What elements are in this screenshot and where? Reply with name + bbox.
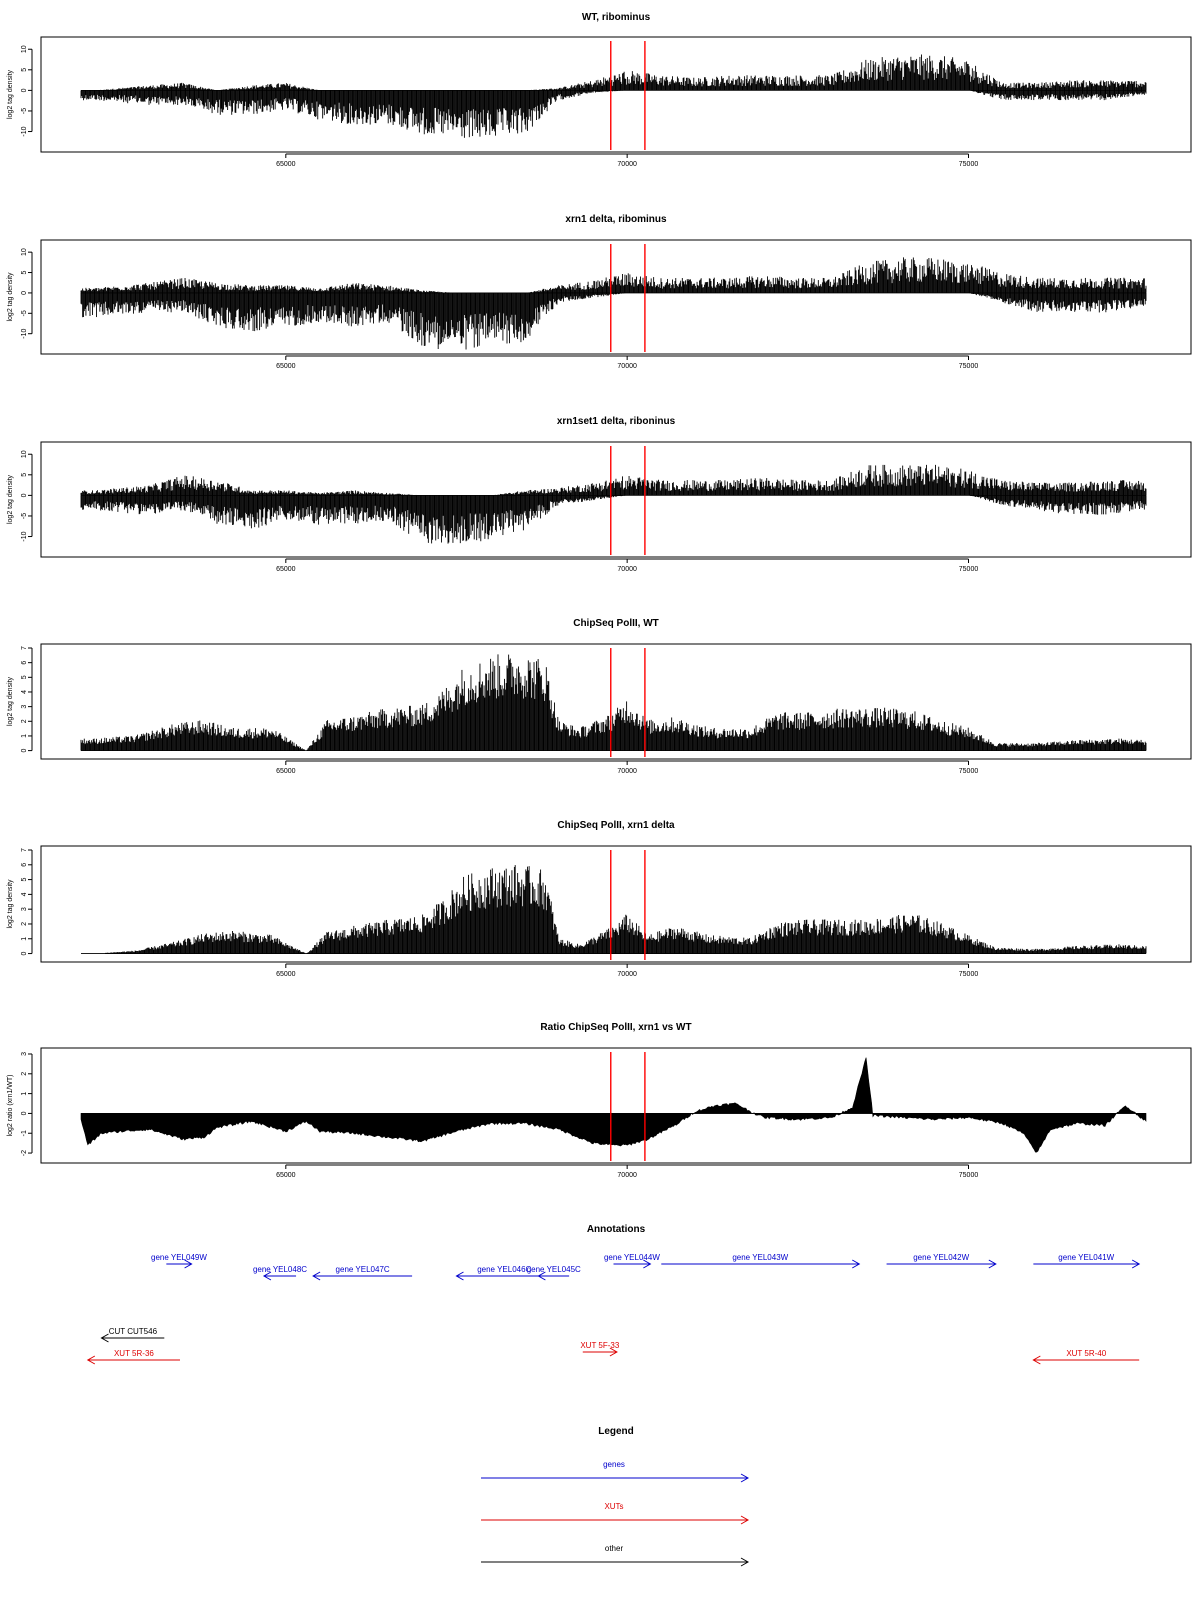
y-axis-label: log2 tag density — [7, 69, 14, 119]
y-axis-label: log2 tag density — [7, 474, 14, 524]
x-axis: 65000 70000 75000 — [276, 154, 978, 168]
y-axis: 10 5 0 -5 -10 log2 tag density — [7, 450, 32, 541]
y-tick-label: 5 — [21, 473, 28, 477]
panel-title: xrn1 delta, ribominus — [565, 214, 667, 225]
x-tick-label: 70000 — [617, 566, 637, 573]
x-tick-label: 75000 — [959, 566, 979, 573]
y-tick-label: -10 — [21, 329, 28, 339]
x-tick-label: 70000 — [617, 161, 637, 168]
y-tick-label: 5 — [21, 270, 28, 274]
y-tick-label: -5 — [21, 310, 28, 316]
panel-3: xrn1set1 delta, riboninus 10 5 0 -5 -10 log2 t… — [7, 416, 1191, 573]
x-tick-label: 65000 — [276, 363, 296, 370]
y-axis: 10 5 0 -5 -10 log2 tag density — [7, 248, 32, 339]
panel-title: WT, ribominus — [582, 12, 651, 23]
x-axis: 65000 70000 75000 — [276, 559, 978, 573]
x-tick-label: 75000 — [959, 161, 979, 168]
x-tick-label: 65000 — [276, 566, 296, 573]
panel-title: xrn1set1 delta, riboninus — [557, 416, 676, 427]
y-tick-label: 10 — [21, 248, 28, 256]
y-tick-label: 10 — [21, 45, 28, 53]
y-tick-label: 0 — [21, 493, 28, 497]
y-tick-label: 0 — [21, 291, 28, 295]
signal-series — [81, 55, 1146, 138]
signal-series — [81, 465, 1146, 544]
y-tick-label: -5 — [21, 513, 28, 519]
y-tick-label: 5 — [21, 68, 28, 72]
y-tick-label: -10 — [21, 531, 28, 541]
y-tick-label: -5 — [21, 108, 28, 114]
x-axis: 65000 70000 75000 — [276, 356, 978, 370]
y-axis-label: log2 tag density — [7, 272, 14, 322]
y-axis: 10 5 0 -5 -10 log2 tag density — [7, 45, 32, 136]
signal-series — [81, 257, 1146, 349]
panel-2: xrn1 delta, ribominus 10 5 0 -5 -10 log2 tag d… — [7, 214, 1191, 370]
panel-1: WT, ribominus 10 5 0 -5 -10 log2 tag density 65… — [7, 12, 1191, 168]
y-tick-label: -10 — [21, 126, 28, 136]
x-tick-label: 75000 — [959, 363, 979, 370]
y-tick-label: 0 — [21, 88, 28, 92]
y-tick-label: 10 — [21, 450, 28, 458]
x-tick-label: 65000 — [276, 161, 296, 168]
x-tick-label: 70000 — [617, 363, 637, 370]
